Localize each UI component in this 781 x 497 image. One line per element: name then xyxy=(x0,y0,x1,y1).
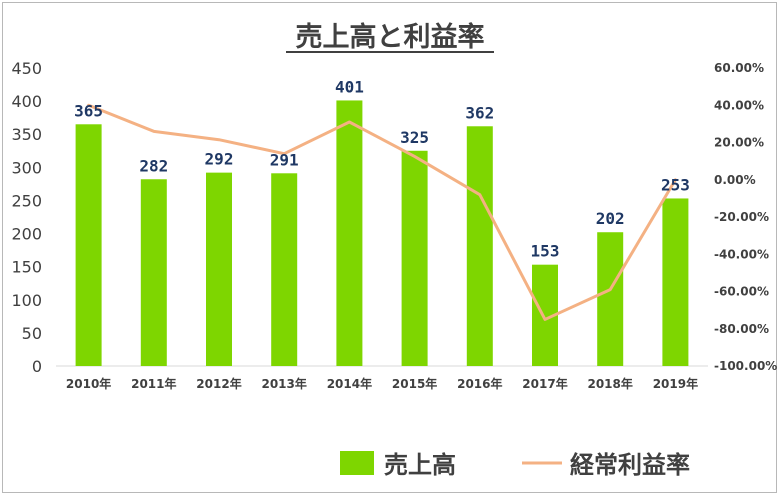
data-label: 291 xyxy=(270,150,299,169)
x-tick-label: 2011年 xyxy=(131,376,176,391)
y-left-tick-label: 400 xyxy=(11,92,42,111)
bar xyxy=(662,198,689,366)
y-right-tick-label: 20.00% xyxy=(714,136,764,150)
y-right-tick-label: 40.00% xyxy=(714,98,764,112)
data-label: 282 xyxy=(139,156,168,175)
data-label: 153 xyxy=(531,242,560,261)
y-right-tick-label: -40.00% xyxy=(714,247,769,261)
x-tick-label: 2016年 xyxy=(457,376,502,391)
data-label: 202 xyxy=(596,209,625,228)
bar xyxy=(336,100,363,367)
x-tick-label: 2014年 xyxy=(327,376,372,391)
legend-swatch-sales xyxy=(340,451,374,475)
y-right-tick-label: -20.00% xyxy=(714,210,769,224)
y-axis-left: 0 50 100 150 200 250 300 350 400 450 xyxy=(11,59,42,376)
y-left-tick-label: 0 xyxy=(32,357,42,376)
y-right-tick-label: 0.00% xyxy=(714,173,756,187)
x-tick-label: 2015年 xyxy=(392,376,437,391)
y-left-tick-label: 450 xyxy=(11,59,42,78)
x-tick-label: 2012年 xyxy=(196,376,241,391)
series-line xyxy=(87,103,677,321)
x-tick-label: 2018年 xyxy=(587,376,632,391)
bar-series xyxy=(75,100,689,367)
bar xyxy=(75,124,102,367)
data-label: 365 xyxy=(74,101,103,120)
legend-label-sales: 売上高 xyxy=(384,451,456,479)
legend-label-margin: 経常利益率 xyxy=(570,451,690,479)
y-left-tick-label: 300 xyxy=(11,158,42,177)
x-tick-label: 2010年 xyxy=(66,376,111,391)
x-tick-label: 2017年 xyxy=(522,376,567,391)
y-right-tick-label: -100.00% xyxy=(714,359,777,373)
data-label: 292 xyxy=(205,150,234,169)
y-left-tick-label: 250 xyxy=(11,191,42,210)
data-label: 253 xyxy=(661,175,690,194)
line-series xyxy=(87,103,677,321)
x-tick-label: 2013年 xyxy=(261,376,306,391)
chart-title: 売上高と利益率 xyxy=(296,21,485,53)
y-right-tick-label: -80.00% xyxy=(714,322,769,336)
y-left-tick-label: 100 xyxy=(11,291,42,310)
x-axis: 2010年 2011年 2012年 2013年 2014年 2015年 2016年 2017年… xyxy=(66,376,698,391)
bar-data-labels: 365 282 292 291 401 325 362 153 202 253 xyxy=(74,77,690,260)
y-left-tick-label: 200 xyxy=(11,225,42,244)
y-left-tick-label: 50 xyxy=(22,324,42,343)
bar xyxy=(140,179,167,366)
x-tick-label: 2019年 xyxy=(653,376,698,391)
bar xyxy=(597,232,624,366)
y-left-tick-label: 350 xyxy=(11,125,42,144)
data-label: 362 xyxy=(465,103,494,122)
bar xyxy=(466,126,493,366)
y-right-tick-label: -60.00% xyxy=(714,285,769,299)
bar xyxy=(206,172,232,366)
y-axis-right: -100.00% -80.00% -60.00% -40.00% -20.00% 0.00… xyxy=(714,61,777,373)
data-label: 401 xyxy=(335,77,364,96)
y-right-tick-label: 60.00% xyxy=(714,61,764,75)
data-label: 325 xyxy=(400,128,429,147)
bar xyxy=(271,173,298,366)
legend: 売上高 経常利益率 xyxy=(340,451,690,479)
bar xyxy=(401,150,428,366)
chart-title-group: 売上高と利益率 xyxy=(286,21,494,53)
y-left-tick-label: 150 xyxy=(11,258,42,277)
